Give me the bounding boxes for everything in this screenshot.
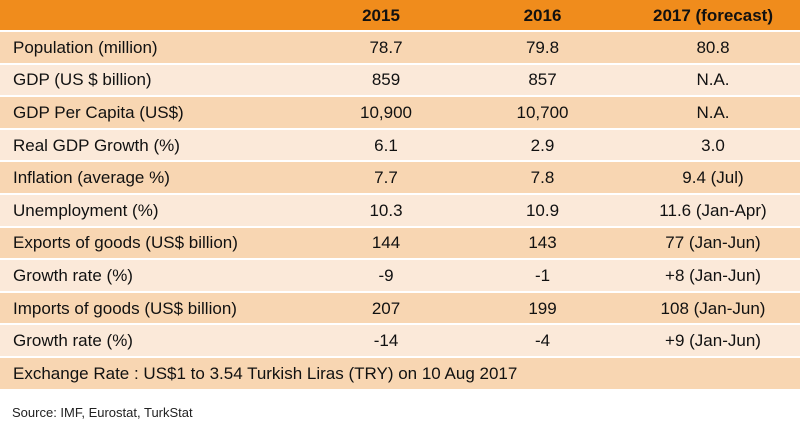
cell-2015: 859 [303, 64, 459, 97]
row-label: Growth rate (%) [0, 259, 303, 292]
row-label: Imports of goods (US$ billion) [0, 292, 303, 325]
cell-2017: N.A. [626, 64, 800, 97]
row-label: Population (million) [0, 31, 303, 64]
row-label: Real GDP Growth (%) [0, 129, 303, 162]
table-row: Imports of goods (US$ billion) 207 199 1… [0, 292, 800, 325]
cell-2016: 7.8 [459, 161, 626, 194]
header-cell-2017-forecast: 2017 (forecast) [626, 0, 800, 31]
table-header-row: 2015 2016 2017 (forecast) [0, 0, 800, 31]
cell-2015: 10,900 [303, 96, 459, 129]
row-label: Exports of goods (US$ billion) [0, 227, 303, 260]
row-label: Inflation (average %) [0, 161, 303, 194]
cell-2016: 79.8 [459, 31, 626, 64]
table-row: Real GDP Growth (%) 6.1 2.9 3.0 [0, 129, 800, 162]
economic-indicators-table: 2015 2016 2017 (forecast) Population (mi… [0, 0, 800, 391]
cell-2017: N.A. [626, 96, 800, 129]
cell-2015: 207 [303, 292, 459, 325]
table-row: GDP Per Capita (US$) 10,900 10,700 N.A. [0, 96, 800, 129]
cell-2015: -9 [303, 259, 459, 292]
row-label: Growth rate (%) [0, 324, 303, 357]
cell-2016: 143 [459, 227, 626, 260]
table-row: GDP (US $ billion) 859 857 N.A. [0, 64, 800, 97]
table-row: Population (million) 78.7 79.8 80.8 [0, 31, 800, 64]
table-row: Inflation (average %) 7.7 7.8 9.4 (Jul) [0, 161, 800, 194]
cell-2017: 77 (Jan-Jun) [626, 227, 800, 260]
cell-2016: -1 [459, 259, 626, 292]
cell-2017: +8 (Jan-Jun) [626, 259, 800, 292]
cell-2016: 10.9 [459, 194, 626, 227]
economic-indicators-table-container: 2015 2016 2017 (forecast) Population (mi… [0, 0, 800, 420]
cell-2015: -14 [303, 324, 459, 357]
cell-2016: 2.9 [459, 129, 626, 162]
header-cell-2015: 2015 [303, 0, 459, 31]
cell-2017: 3.0 [626, 129, 800, 162]
cell-2017: +9 (Jan-Jun) [626, 324, 800, 357]
cell-2015: 78.7 [303, 31, 459, 64]
cell-2017: 9.4 (Jul) [626, 161, 800, 194]
row-label: GDP (US $ billion) [0, 64, 303, 97]
cell-2016: 857 [459, 64, 626, 97]
cell-2017: 11.6 (Jan-Apr) [626, 194, 800, 227]
cell-2016: 199 [459, 292, 626, 325]
cell-2015: 6.1 [303, 129, 459, 162]
cell-2017: 80.8 [626, 31, 800, 64]
cell-2015: 7.7 [303, 161, 459, 194]
table-row: Growth rate (%) -9 -1 +8 (Jan-Jun) [0, 259, 800, 292]
table-row: Growth rate (%) -14 -4 +9 (Jan-Jun) [0, 324, 800, 357]
exchange-rate-text: Exchange Rate : US$1 to 3.54 Turkish Lir… [0, 357, 800, 390]
exchange-rate-row: Exchange Rate : US$1 to 3.54 Turkish Lir… [0, 357, 800, 390]
row-label: GDP Per Capita (US$) [0, 96, 303, 129]
cell-2015: 144 [303, 227, 459, 260]
cell-2015: 10.3 [303, 194, 459, 227]
source-note: Source: IMF, Eurostat, TurkStat [0, 391, 800, 420]
cell-2016: 10,700 [459, 96, 626, 129]
header-cell-2016: 2016 [459, 0, 626, 31]
table-row: Exports of goods (US$ billion) 144 143 7… [0, 227, 800, 260]
cell-2016: -4 [459, 324, 626, 357]
row-label: Unemployment (%) [0, 194, 303, 227]
header-cell-blank [0, 0, 303, 31]
cell-2017: 108 (Jan-Jun) [626, 292, 800, 325]
table-row: Unemployment (%) 10.3 10.9 11.6 (Jan-Apr… [0, 194, 800, 227]
